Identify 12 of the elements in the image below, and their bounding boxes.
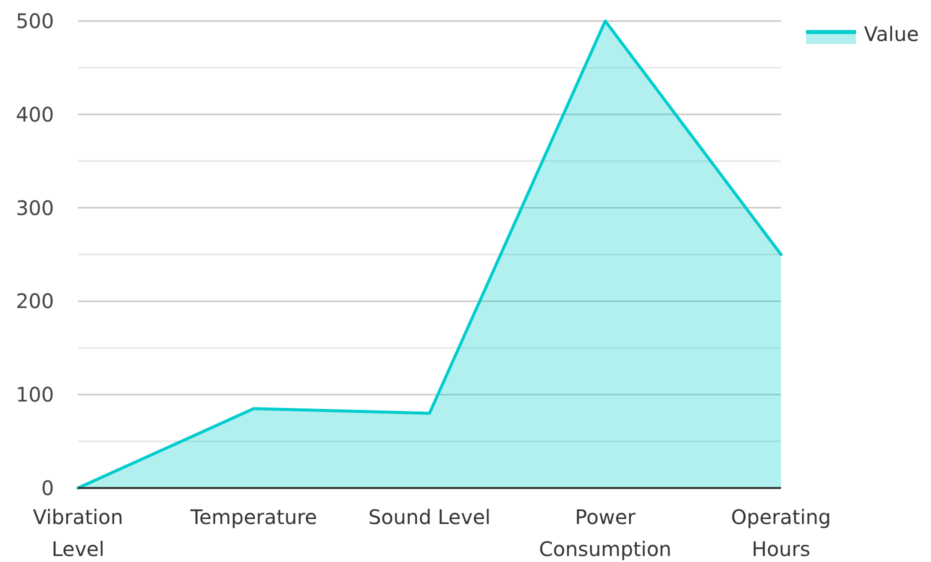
y-tick-label: 400 (16, 102, 54, 126)
x-tick-label: Vibration Level (32, 505, 124, 561)
y-tick-label: 500 (16, 9, 54, 33)
y-tick-label: 0 (41, 476, 54, 500)
x-tick-label: Power Consumption (539, 505, 672, 561)
y-tick-label: 300 (16, 196, 54, 220)
legend-label: Value (864, 22, 919, 46)
y-tick-label: 100 (16, 382, 54, 407)
x-tick-label: Temperature (189, 505, 318, 529)
x-tick-label: Sound Level (368, 505, 491, 529)
x-tick-label: Operating Hours (731, 505, 831, 561)
y-tick-label: 200 (16, 289, 54, 314)
